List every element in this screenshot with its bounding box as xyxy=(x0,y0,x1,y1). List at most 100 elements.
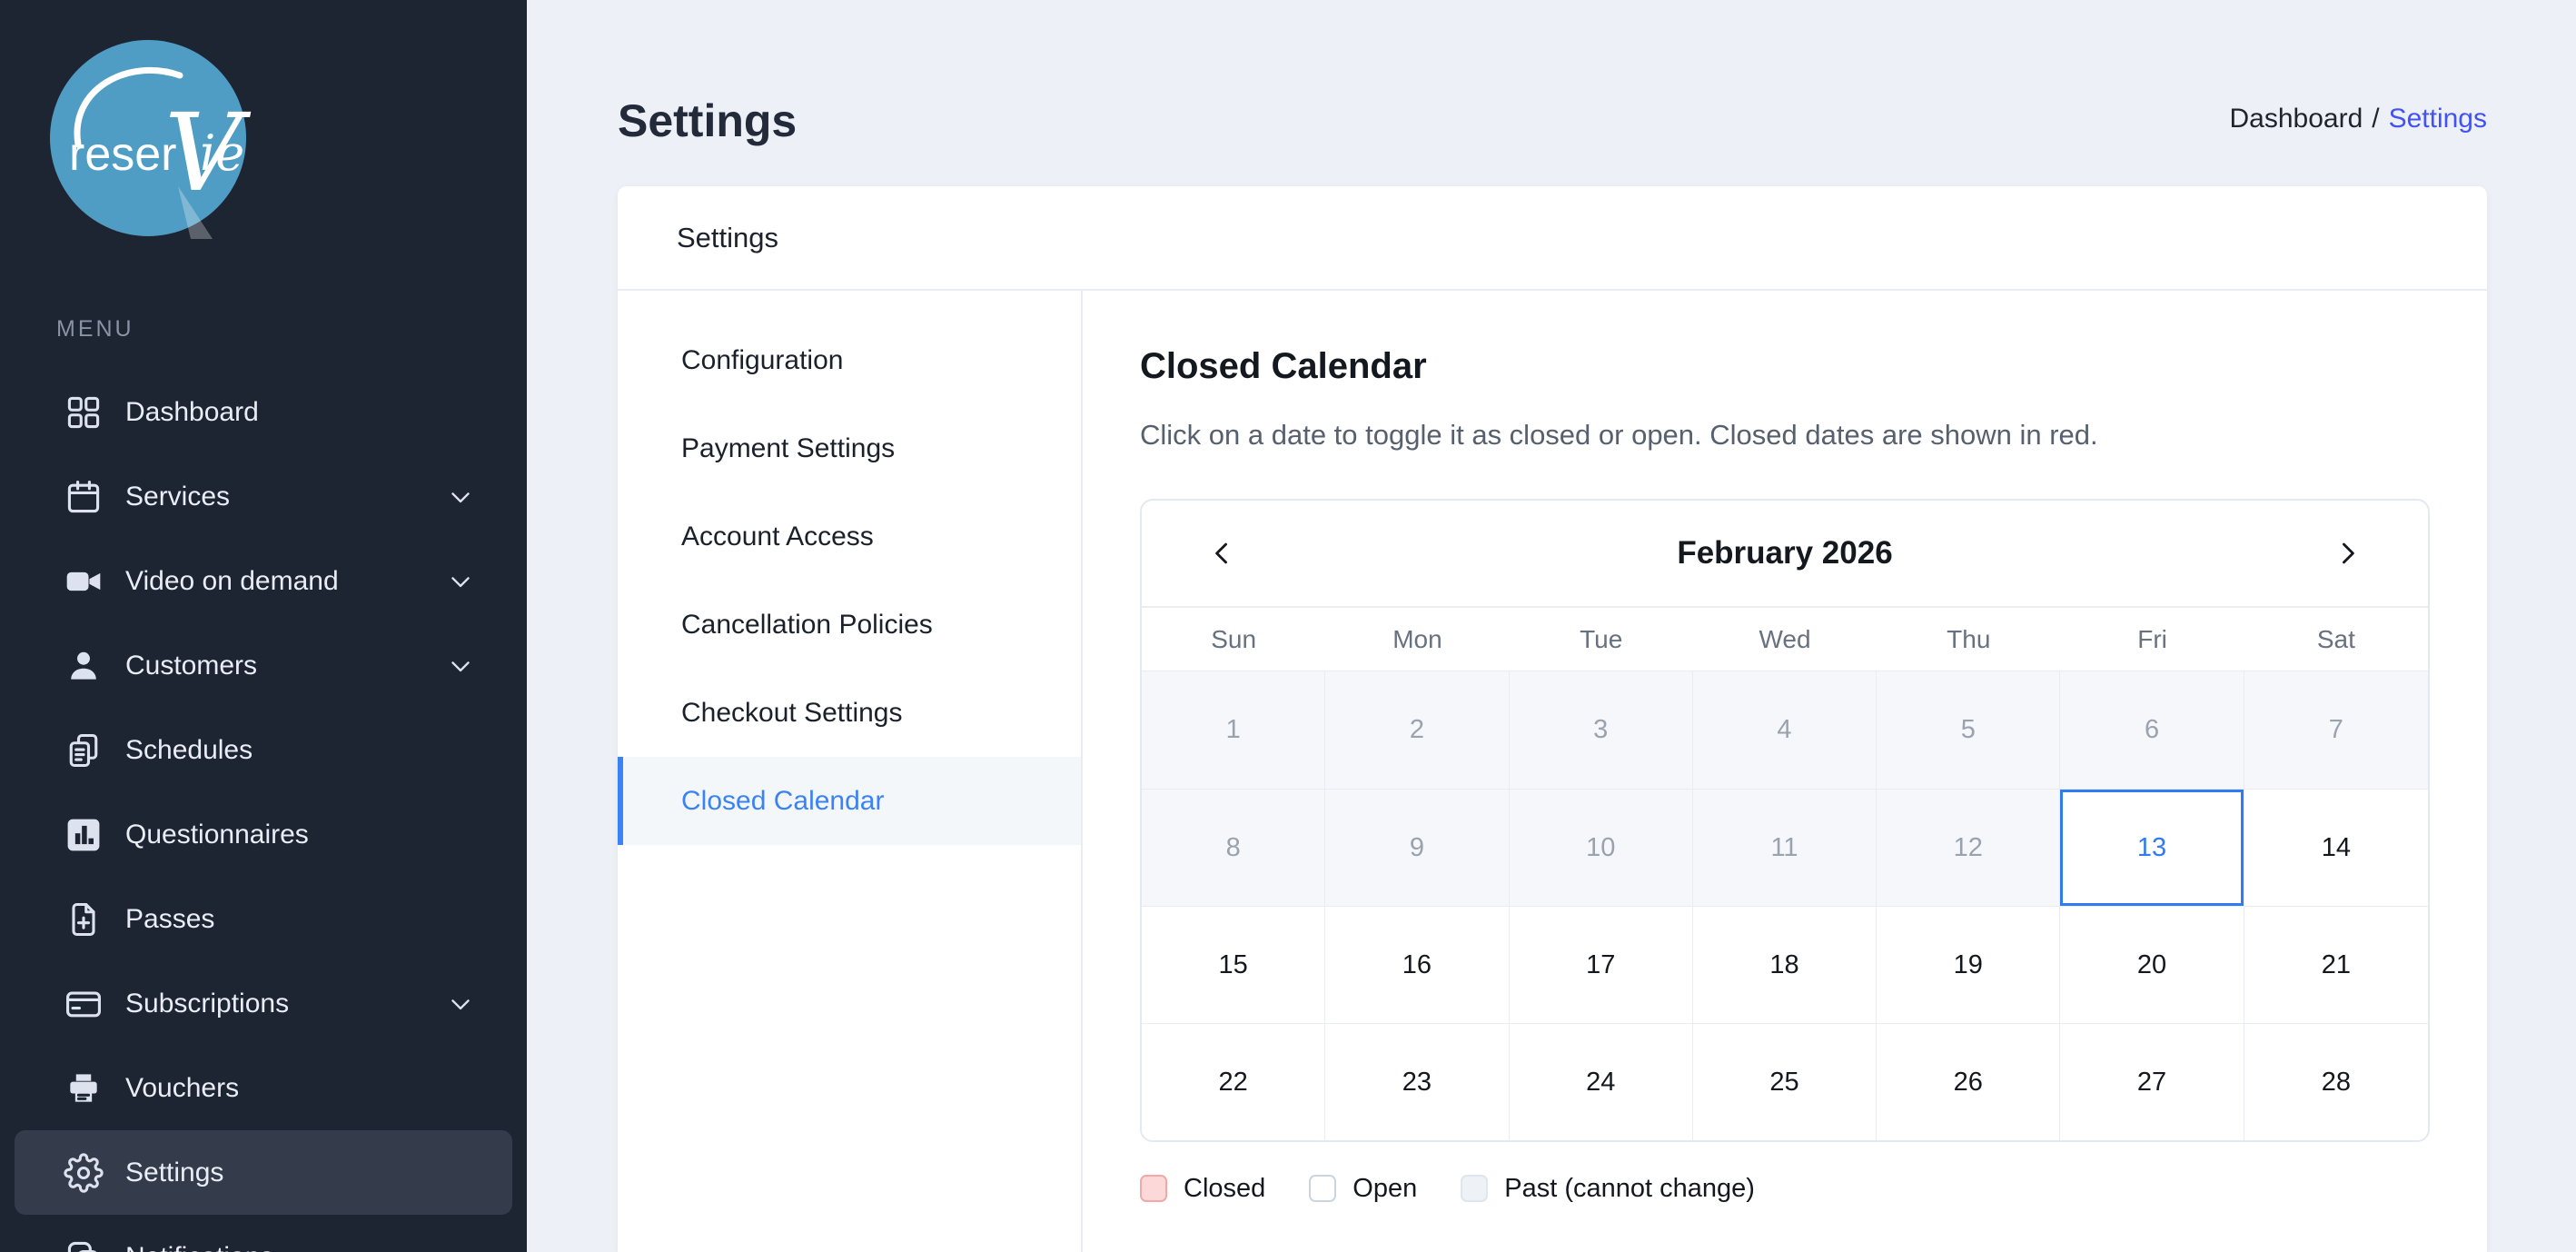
sidebar-item-label: Video on demand xyxy=(125,565,339,596)
calendar-day-10: 10 xyxy=(1509,789,1693,906)
chevron-down-icon xyxy=(451,999,470,1009)
legend-label: Open xyxy=(1352,1173,1418,1203)
calendar-day-17[interactable]: 17 xyxy=(1509,906,1693,1023)
chevron-right-icon xyxy=(2343,542,2354,564)
chevron-down-icon xyxy=(451,576,470,587)
chevron-down-icon xyxy=(445,566,476,597)
video-icon xyxy=(66,571,101,591)
calendar-day-8: 8 xyxy=(1142,789,1326,906)
chevron-left-icon xyxy=(1215,542,1227,564)
calendar-day-20[interactable]: 20 xyxy=(2060,906,2244,1023)
settings-card-title: Settings xyxy=(677,221,779,253)
sidebar-item-services[interactable]: Services xyxy=(15,454,512,539)
logo-text-part1: reser xyxy=(69,128,176,181)
logo: reser V ie xyxy=(0,0,527,247)
chevron-down-icon xyxy=(451,661,470,671)
sidebar-item-label: Notifications xyxy=(125,1242,273,1252)
calendar-day-22[interactable]: 22 xyxy=(1142,1023,1326,1140)
sidebar-item-label: Passes xyxy=(125,903,215,934)
sidebar-item-label: Questionnaires xyxy=(125,819,309,850)
breadcrumb: Dashboard / Settings xyxy=(2229,105,2487,133)
schedules-icon xyxy=(69,733,98,767)
menu-section-label: MENU xyxy=(56,316,134,342)
services-icon xyxy=(67,480,100,512)
sidebar-item-label: Customers xyxy=(125,650,258,681)
calendar-day-16[interactable]: 16 xyxy=(1325,906,1510,1023)
closed-calendar-description: Click on a date to toggle it as closed o… xyxy=(1140,419,2098,451)
calendar-day-5: 5 xyxy=(1877,671,2061,789)
breadcrumb-current[interactable]: Settings xyxy=(2388,104,2487,134)
sidebar-item-subscriptions[interactable]: Subscriptions xyxy=(15,961,512,1046)
calendar-day-header: Mon xyxy=(1392,624,1442,653)
calendar-day-27[interactable]: 27 xyxy=(2060,1023,2244,1140)
calendar-day-23[interactable]: 23 xyxy=(1325,1023,1510,1140)
legend-item: Open xyxy=(1309,1175,1417,1202)
calendar-day-21[interactable]: 21 xyxy=(2244,906,2428,1023)
vouchers-icon xyxy=(70,1073,97,1102)
chevron-down-icon xyxy=(445,989,476,1019)
calendar-day-14[interactable]: 14 xyxy=(2244,789,2428,906)
sidebar-menu: Dashboard Services Video on demand Custo… xyxy=(0,370,527,1252)
next-month-button[interactable] xyxy=(2326,532,2368,574)
calendar-day-header: Fri xyxy=(2137,624,2167,653)
calendar-day-25[interactable]: 25 xyxy=(1692,1023,1878,1140)
topbar: Settings Dashboard / Settings xyxy=(618,0,2487,186)
subnav-item-checkout-settings[interactable]: Checkout Settings xyxy=(618,669,1081,757)
legend-label: Closed xyxy=(1184,1173,1266,1203)
settings-card: Settings Configuration Payment Settings … xyxy=(618,186,2487,1252)
subnav-item-payment-settings[interactable]: Payment Settings xyxy=(618,404,1081,492)
legend-swatch xyxy=(1461,1175,1489,1202)
calendar-day-header: Sat xyxy=(2316,624,2355,653)
chevron-down-icon xyxy=(445,482,476,512)
settings-card-header: Settings xyxy=(618,186,2487,291)
calendar-day-2: 2 xyxy=(1325,671,1510,789)
calendar-day-15[interactable]: 15 xyxy=(1142,906,1326,1023)
calendar-day-13[interactable]: 13 xyxy=(2060,789,2244,906)
calendar-day-18[interactable]: 18 xyxy=(1692,906,1878,1023)
logo-text-part3: ie xyxy=(200,124,244,182)
calendar-day-24[interactable]: 24 xyxy=(1509,1023,1693,1140)
notifications-icon xyxy=(67,1241,97,1252)
calendar-day-7: 7 xyxy=(2244,671,2428,789)
subnav-item-label: Closed Calendar xyxy=(681,785,885,816)
sidebar-item-notifications[interactable]: Notifications xyxy=(15,1215,512,1252)
calendar-day-28[interactable]: 28 xyxy=(2244,1023,2428,1140)
sidebar-item-label: Vouchers xyxy=(125,1072,240,1103)
subnav-item-label: Cancellation Policies xyxy=(681,609,933,640)
calendar-day-19[interactable]: 19 xyxy=(1877,906,2061,1023)
calendar-day-26[interactable]: 26 xyxy=(1877,1023,2061,1140)
calendar-day-header: Sun xyxy=(1211,624,1257,653)
page-title: Settings xyxy=(618,95,798,146)
calendar-day-header: Thu xyxy=(1947,624,1991,653)
calendar-grid: 1 2 3 4 5 6 7 8 9 10 11 12 13 14 15 16 17 18 19 20 21 22 23 24 2… xyxy=(1142,671,2428,1140)
sidebar-item-dashboard[interactable]: Dashboard xyxy=(15,370,512,454)
calendar-day-11: 11 xyxy=(1692,789,1878,906)
calendar-day-header: Wed xyxy=(1759,624,1811,653)
sidebar-item-questionnaires[interactable]: Questionnaires xyxy=(15,792,512,877)
subnav-item-cancellation-policies[interactable]: Cancellation Policies xyxy=(618,581,1081,669)
sidebar-item-schedules[interactable]: Schedules xyxy=(15,708,512,792)
sidebar-item-customers[interactable]: Customers xyxy=(15,623,512,708)
calendar-day-4: 4 xyxy=(1692,671,1878,789)
subnav-item-label: Configuration xyxy=(681,344,844,375)
previous-month-button[interactable] xyxy=(1202,532,1243,574)
sidebar-item-vouchers[interactable]: Vouchers xyxy=(15,1046,512,1130)
subnav-item-closed-calendar[interactable]: Closed Calendar xyxy=(618,757,1081,845)
legend-label: Past (cannot change) xyxy=(1504,1173,1755,1203)
dashboard-icon xyxy=(67,396,100,428)
customers-icon xyxy=(71,651,96,680)
breadcrumb-dashboard-link[interactable]: Dashboard xyxy=(2229,104,2363,134)
sidebar-item-passes[interactable]: Passes xyxy=(15,877,512,961)
calendar-day-1: 1 xyxy=(1142,671,1326,789)
subnav-item-account-access[interactable]: Account Access xyxy=(618,492,1081,581)
subnav-item-configuration[interactable]: Configuration xyxy=(618,316,1081,404)
legend-item: Closed xyxy=(1140,1175,1265,1202)
chevron-down-icon xyxy=(445,1242,476,1252)
logo-text-part2: V xyxy=(164,90,252,215)
sidebar-item-label: Schedules xyxy=(125,734,253,765)
reservie-logo-icon: reser V ie xyxy=(50,40,252,239)
sidebar-item-video-on-demand[interactable]: Video on demand xyxy=(15,539,512,623)
sidebar-item-settings[interactable]: Settings xyxy=(15,1130,512,1215)
